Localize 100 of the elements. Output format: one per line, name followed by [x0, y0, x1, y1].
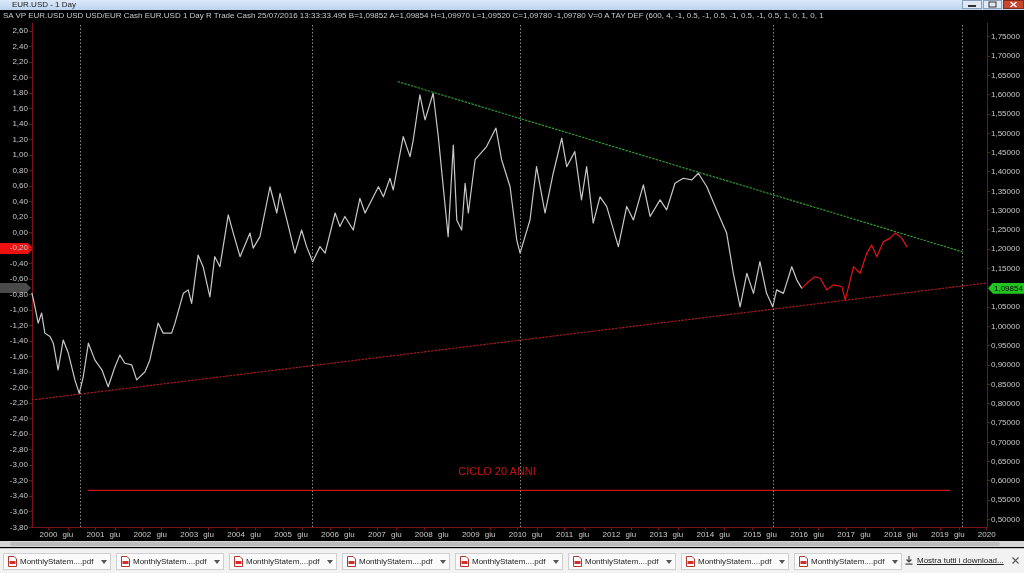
y2-tick-label: 1,00000: [991, 321, 1021, 331]
x-tick-label: giu: [156, 529, 168, 539]
x-tick-label: giu: [672, 529, 684, 539]
x-tick-label: 2011: [555, 529, 574, 539]
y-tick-label: -1,00: [9, 305, 29, 315]
y-tick-label: -2,80: [9, 444, 29, 454]
y-tick-label: -3,60: [9, 506, 29, 516]
y-tick-label: -1,20: [9, 320, 29, 330]
x-tick-label: 2019: [930, 529, 950, 539]
chart-title: EUR.USD - 1 Day: [12, 0, 77, 10]
y2-tick-label: 1,70000: [991, 51, 1021, 61]
y-tick-label: -0,60: [9, 274, 29, 284]
y2-tick-label: 0,90000: [991, 360, 1021, 370]
x-tick-label: 2003: [180, 529, 199, 539]
y2-tick-label: 1,15000: [991, 263, 1021, 273]
y2-tick-label: 1,05000: [991, 302, 1021, 312]
y-tick-label: 2,60: [12, 26, 29, 36]
y-tick-label: 0,60: [12, 181, 29, 191]
download-item: MonthlyStatem....pdf: [681, 553, 789, 570]
y2-tick-label: 1,40000: [991, 167, 1021, 177]
x-tick-label: 2016: [790, 529, 809, 539]
x-tick-label: 2018: [884, 529, 903, 539]
y-tick-label: -0,40: [9, 258, 29, 268]
x-tick-label: giu: [813, 529, 824, 539]
series-label: CICLO 20 ANNI: [458, 464, 536, 477]
y-tick-label: -2,00: [9, 382, 29, 392]
x-tick-label: giu: [109, 529, 121, 539]
price-flag: 1,09854: [988, 282, 1024, 294]
x-tick-label: giu: [625, 529, 637, 539]
y-tick-label: -3,80: [9, 522, 29, 532]
y-tick-label: 0,40: [12, 196, 29, 206]
y2-tick-label: 0,75000: [991, 418, 1021, 428]
chart-subtitle: SA VP EUR.USD USD USD/EUR Cash EUR.USD 1 Day R Trade Cash 25/07/2016 13:33:33.495 B=1,09852 A=1,09854 H=1,09970 L=1,09520 C=1,09780 -1,09780 V=0 A TAY DEF (600, 4, -1, 0.5, -1, 0.5, -1, 0.5, -1, 0.5, 1, 0, 1, 0, 1: [3, 11, 824, 21]
x-tick-label: giu: [531, 529, 543, 539]
x-tick-label: giu: [297, 529, 308, 539]
y-tick-label: 0,80: [12, 165, 29, 175]
download-item: MonthlyStatem....pdf: [455, 553, 563, 570]
y-tick-label: 2,20: [12, 57, 29, 67]
x-tick-label: 2013: [649, 529, 668, 539]
y2-tick-label: 1,50000: [991, 128, 1021, 138]
y2-tick-label: 0,95000: [991, 340, 1021, 350]
y-tick-label: -3,00: [9, 460, 29, 470]
download-item: MonthlyStatem....pdf: [342, 553, 450, 570]
x-tick-label: giu: [437, 529, 449, 539]
y2-tick-label: 0,60000: [991, 476, 1021, 486]
x-tick-label: giu: [907, 529, 918, 539]
y-tick-label: -3,20: [9, 475, 29, 485]
x-tick-label: giu: [953, 529, 965, 539]
x-tick-label: giu: [62, 529, 74, 539]
download-item: MonthlyStatem....pdf: [794, 553, 902, 570]
x-tick-label: 2000: [39, 529, 58, 539]
y2-tick-label: 0,55000: [991, 495, 1021, 505]
y-tick-label: 1,20: [12, 134, 29, 144]
y-tick-label: 0,00: [12, 227, 29, 237]
y2-tick-label: 0,80000: [991, 398, 1021, 408]
y-tick-label: 2,00: [12, 72, 29, 82]
y-tick-label: 1,60: [12, 103, 29, 113]
y-tick-label: -1,40: [9, 336, 29, 346]
x-tick-label: giu: [344, 529, 355, 539]
text: Mostra tutti i download...: [917, 556, 1004, 566]
y-tick-label: 1,80: [12, 88, 29, 98]
x-tick-label: giu: [203, 529, 214, 539]
x-tick-label: 2012: [602, 529, 621, 539]
y2-tick-label: 1,25000: [991, 225, 1021, 235]
line-series: [801, 232, 908, 301]
x-tick-label: 2009: [461, 529, 481, 539]
y2-tick-label: 1,35000: [991, 186, 1021, 196]
x-tick-label: 2005: [274, 529, 293, 539]
y2-tick-label: 0,65000: [991, 456, 1021, 466]
y-tick-label: -2,60: [9, 429, 29, 439]
x-tick-label: giu: [719, 529, 731, 539]
y-tick-label: -0,20: [9, 243, 29, 253]
x-tick-label: giu: [860, 529, 871, 539]
y2-tick-label: 1,55000: [991, 109, 1021, 119]
x-tick-label: giu: [766, 529, 777, 539]
download-item: MonthlyStatem....pdf: [3, 553, 111, 570]
y2-tick-label: 1,75000: [991, 32, 1021, 42]
x-tick-label: giu: [484, 529, 496, 539]
y2-tick-label: 0,50000: [991, 514, 1021, 524]
x-tick-label: 2006: [321, 529, 340, 539]
x-tick-label: 2020: [977, 529, 997, 539]
y-tick-label: 0,20: [12, 212, 29, 222]
y2-tick-label: 1,65000: [991, 70, 1021, 80]
x-tick-label: 2004: [227, 529, 246, 539]
y-tick-label: -1,60: [9, 351, 29, 361]
y2-tick-label: 1,20000: [991, 244, 1021, 254]
x-tick-label: giu: [390, 529, 402, 539]
x-tick-label: 2002: [133, 529, 152, 539]
y-tick-label: 1,40: [12, 119, 29, 129]
download-item: MonthlyStatem....pdf: [229, 553, 337, 570]
x-tick-label: 2014: [696, 529, 715, 539]
y-tick-label: -0,80: [9, 289, 29, 299]
download-item: MonthlyStatem....pdf: [116, 553, 224, 570]
x-tick-label: 2001: [86, 529, 105, 539]
y2-tick-label: 0,85000: [991, 379, 1021, 389]
x-tick-label: 2010: [508, 529, 528, 539]
y2-tick-label: 1,30000: [991, 205, 1021, 215]
x-tick-label: giu: [250, 529, 261, 539]
y2-tick-label: 0,70000: [991, 437, 1021, 447]
y2-tick-label: 1,45000: [991, 147, 1021, 157]
